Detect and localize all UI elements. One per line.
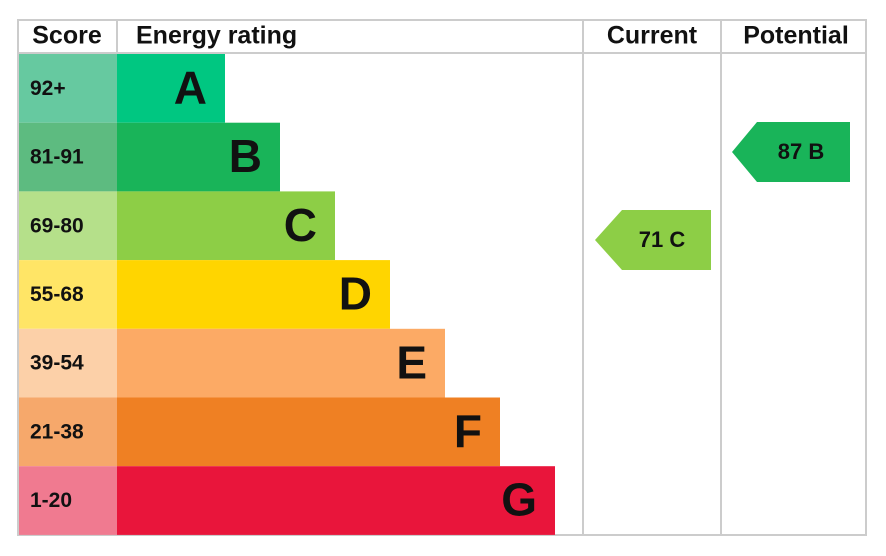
potential-rating: 87 B bbox=[778, 139, 824, 164]
band-bar bbox=[117, 328, 445, 398]
band-bar bbox=[117, 122, 280, 192]
band-bar bbox=[117, 466, 555, 535]
score-range: 39-54 bbox=[30, 352, 84, 375]
score-range: 92+ bbox=[30, 77, 66, 100]
score-range: 81-91 bbox=[30, 146, 84, 169]
score-cell bbox=[19, 466, 117, 535]
band-letter: D bbox=[339, 268, 372, 320]
current-header: Current bbox=[607, 22, 698, 50]
score-range: 55-68 bbox=[30, 283, 84, 306]
band-letter: F bbox=[454, 405, 482, 457]
potential-header: Potential bbox=[743, 22, 849, 50]
score-range: 21-38 bbox=[30, 420, 84, 443]
score-cell bbox=[19, 122, 117, 192]
current-rating: 71 C bbox=[639, 227, 686, 252]
score-cell bbox=[19, 54, 117, 123]
band-bar bbox=[117, 260, 390, 329]
current-arrow bbox=[595, 210, 711, 270]
score-range: 69-80 bbox=[30, 214, 84, 237]
score-range: 1-20 bbox=[30, 489, 72, 512]
band-bar bbox=[117, 54, 225, 123]
band-letter: A bbox=[174, 62, 207, 114]
rating-header: Energy rating bbox=[136, 22, 297, 50]
score-header: Score bbox=[32, 22, 102, 50]
score-cell bbox=[19, 260, 117, 329]
band-letter: G bbox=[501, 474, 537, 526]
band-letter: C bbox=[284, 199, 317, 251]
band-letter: B bbox=[229, 130, 262, 182]
band-letter: E bbox=[396, 336, 427, 388]
band-bar bbox=[117, 397, 500, 467]
score-cell bbox=[19, 191, 117, 261]
bands: 92+ A 81-91 B 69-80 C 55-68 D 39-54 E 21-38 F 1-20 G bbox=[19, 54, 555, 535]
score-cell bbox=[19, 328, 117, 398]
score-cell bbox=[19, 397, 117, 467]
band-bar bbox=[117, 191, 335, 261]
potential-arrow bbox=[732, 122, 850, 182]
